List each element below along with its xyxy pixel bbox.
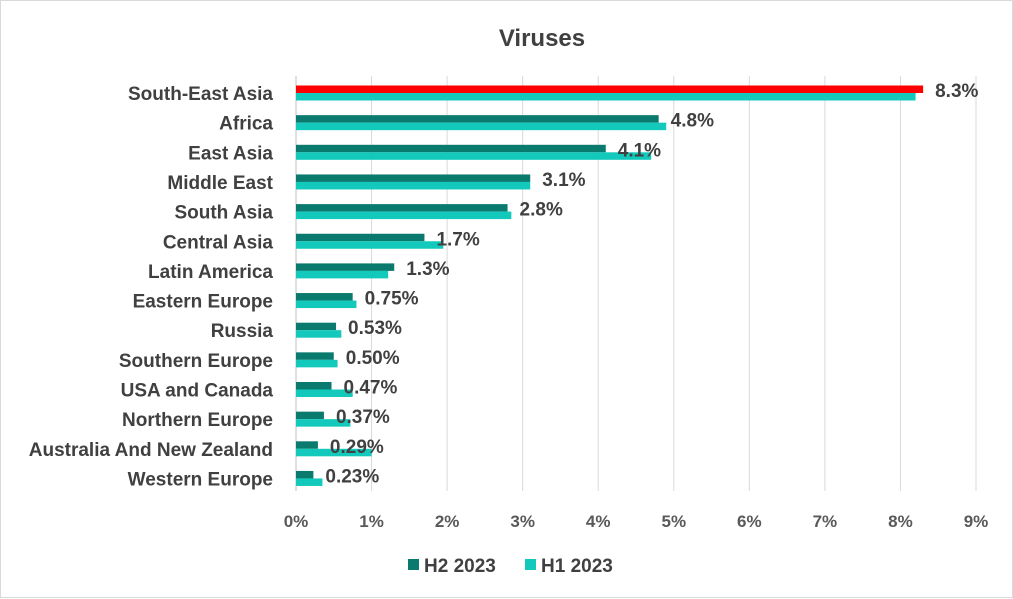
legend-swatch	[408, 559, 419, 570]
legend: H2 2023 H1 2023	[408, 556, 613, 577]
data-label: 0.29%	[330, 437, 384, 458]
data-labels: 8.3% 4.8% 4.1% 3.1% 2.8% 1.7% 1.3% 0.75% 0.53% 0.…	[325, 81, 978, 487]
bar-h1-2023	[296, 301, 356, 309]
x-tick-label: 7%	[813, 512, 838, 531]
grid-lines	[296, 76, 976, 491]
bar-h2-2023	[296, 352, 334, 360]
legend-label: H1 2023	[541, 556, 613, 577]
category-label: Southern Europe	[119, 351, 273, 372]
bar-h2-2023	[296, 412, 324, 420]
x-tick-label: 6%	[737, 512, 762, 531]
category-label: Middle East	[167, 173, 273, 194]
bar-h2-2023	[296, 263, 394, 271]
legend-label: H2 2023	[424, 556, 496, 577]
bar-h1-2023	[296, 241, 443, 249]
category-label: Western Europe	[128, 469, 273, 490]
category-label: Africa	[219, 114, 273, 135]
data-label: 1.3%	[406, 259, 449, 280]
bar-h1-2023	[296, 123, 666, 130]
bar-h2-2023	[296, 234, 424, 242]
category-label: South-East Asia	[128, 84, 273, 105]
bar-h1-2023	[296, 360, 338, 368]
bar-h2-2023	[296, 86, 923, 94]
x-tick-label: 8%	[888, 512, 913, 531]
x-tick-label: 2%	[435, 512, 460, 531]
chart-frame: Viruses South-East Asia Africa East Asia Mi…	[0, 0, 1013, 598]
bar-h1-2023	[296, 478, 322, 486]
bar-h1-2023	[296, 93, 916, 101]
bar-h2-2023	[296, 174, 530, 182]
data-label: 1.7%	[436, 229, 479, 250]
category-label: South Asia	[174, 203, 273, 224]
bar-h1-2023	[296, 271, 388, 279]
x-tick-label: 9%	[964, 512, 989, 531]
category-label: Eastern Europe	[133, 292, 273, 313]
bar-h2-2023	[296, 471, 313, 479]
chart-svg: Viruses South-East Asia Africa East Asia Mi…	[1, 1, 1013, 599]
bar-h2-2023	[296, 145, 606, 153]
x-tick-label: 1%	[359, 512, 384, 531]
bars	[296, 86, 923, 486]
data-label: 0.23%	[325, 466, 379, 487]
bar-h1-2023	[296, 330, 341, 338]
category-label: East Asia	[188, 143, 273, 164]
data-label: 0.75%	[365, 289, 419, 310]
legend-swatch	[525, 559, 536, 570]
bar-h1-2023	[296, 152, 651, 160]
bar-h2-2023	[296, 382, 332, 390]
x-tick-label: 5%	[661, 512, 686, 531]
category-label: Australia And New Zealand	[29, 440, 273, 461]
category-label: USA and Canada	[121, 381, 274, 402]
bar-h1-2023	[296, 212, 511, 220]
bar-h1-2023	[296, 182, 530, 190]
bar-h2-2023	[296, 293, 353, 301]
category-labels: South-East Asia Africa East Asia Middle Eas…	[29, 84, 274, 490]
x-tick-label: 4%	[586, 512, 611, 531]
chart-title: Viruses	[499, 25, 585, 52]
bar-h2-2023	[296, 115, 659, 123]
category-label: Central Asia	[163, 232, 274, 253]
x-tick-label: 3%	[510, 512, 535, 531]
x-tick-labels: 0% 1% 2% 3% 4% 5% 6% 7% 8% 9%	[284, 512, 989, 531]
category-label: Russia	[211, 321, 274, 342]
data-label: 0.37%	[336, 407, 390, 428]
data-label: 8.3%	[935, 81, 978, 102]
bar-h2-2023	[296, 204, 508, 212]
data-label: 2.8%	[520, 200, 563, 221]
bar-h2-2023	[296, 323, 336, 331]
data-label: 0.47%	[344, 378, 398, 399]
category-label: Latin America	[148, 262, 273, 283]
bar-h2-2023	[296, 441, 318, 449]
data-label: 4.8%	[671, 111, 714, 132]
data-label: 4.1%	[618, 140, 661, 161]
x-tick-label: 0%	[284, 512, 309, 531]
data-label: 0.53%	[348, 318, 402, 339]
category-label: Northern Europe	[122, 410, 273, 431]
data-label: 0.50%	[346, 348, 400, 369]
data-label: 3.1%	[542, 170, 585, 191]
